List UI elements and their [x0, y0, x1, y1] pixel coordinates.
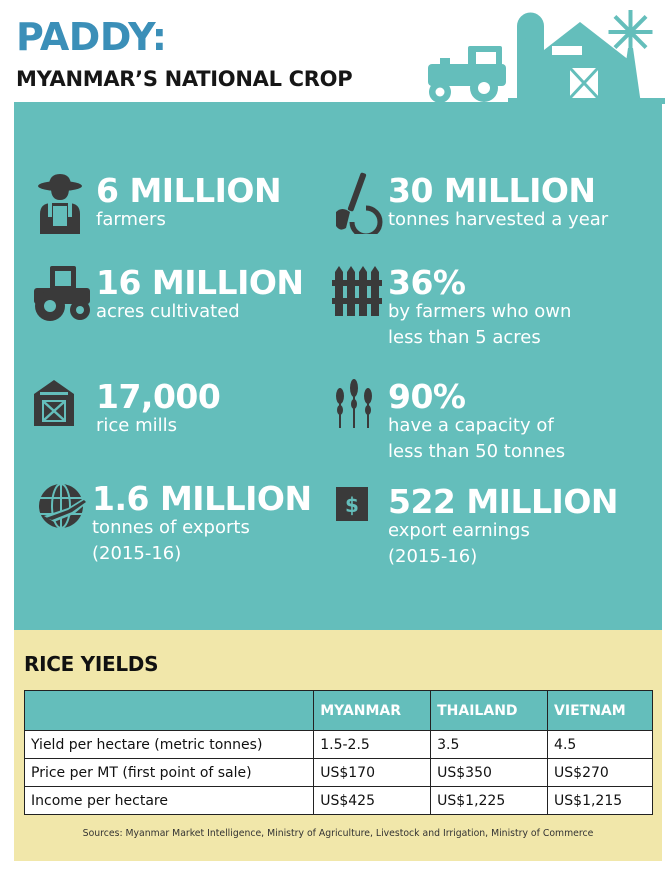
tractor-icon — [34, 266, 90, 321]
table-cell: Price per MT (first point of sale) — [23, 758, 315, 787]
table-row: Yield per hectare (metric tonnes) 1.5-2.… — [23, 730, 653, 759]
stat-label: acres cultivated — [96, 301, 240, 322]
table-cell: US$170 — [313, 758, 432, 787]
page-title: PADDY: — [16, 15, 167, 59]
table-cell: US$270 — [547, 758, 653, 787]
dollar-icon: $ — [336, 487, 368, 521]
column-header — [23, 690, 315, 731]
fence-icon — [332, 266, 382, 316]
stat-value: 16 MILLION — [96, 263, 304, 302]
table-cell: US$350 — [430, 758, 549, 787]
shovel-icon — [336, 172, 383, 234]
stat-value: 30 MILLION — [388, 171, 596, 210]
stat-label: farmers — [96, 209, 166, 230]
column-header: MYANMAR — [313, 690, 432, 731]
stat-value: 6 MILLION — [96, 171, 282, 210]
barn-icon — [34, 380, 74, 426]
stat-label: tonnes of exports — [92, 517, 250, 538]
column-header: THAILAND — [430, 690, 549, 731]
table-cell: Yield per hectare (metric tonnes) — [23, 730, 315, 759]
stat-value: 1.6 MILLION — [92, 479, 312, 518]
sources-note: Sources: Myanmar Market Intelligence, Mi… — [82, 828, 594, 839]
stat-label: tonnes harvested a year — [388, 209, 609, 230]
globe-icon — [39, 483, 88, 529]
rice-yields-section: RICE YIELDS MYANMAR THAILAND VIETNAM Yie… — [14, 630, 662, 861]
stat-label: rice mills — [96, 415, 178, 436]
stat-value: 36% — [388, 263, 466, 302]
table-cell: US$1,225 — [430, 786, 549, 815]
svg-text:$: $ — [345, 493, 359, 517]
page-subtitle: MYANMAR’S NATIONAL CROP — [16, 67, 353, 91]
stat-label: less than 5 acres — [388, 327, 541, 348]
stats-panel: 6 MILLION farmers 30 MILLION tonnes harv… — [14, 102, 662, 630]
table-cell: 4.5 — [547, 730, 653, 759]
stat-label: export earnings — [388, 520, 530, 541]
section-title: RICE YIELDS — [24, 652, 159, 676]
table-cell: US$425 — [313, 786, 432, 815]
stat-label: (2015-16) — [388, 546, 478, 567]
table-cell: US$1,215 — [547, 786, 653, 815]
table-row: Price per MT (first point of sale) US$17… — [23, 758, 653, 787]
stat-label: by farmers who own — [388, 301, 572, 322]
column-header: VIETNAM — [547, 690, 653, 731]
stat-value: 17,000 — [96, 377, 221, 416]
stat-label: have a capacity of — [388, 415, 554, 436]
rice-yields-table: MYANMAR THAILAND VIETNAM Yield per hecta… — [23, 690, 653, 815]
farmer-icon — [38, 174, 82, 234]
stat-value: 522 MILLION — [388, 482, 619, 521]
farm-illustration-icon — [428, 10, 665, 104]
table-cell: 3.5 — [430, 730, 549, 759]
table-header-row: MYANMAR THAILAND VIETNAM — [23, 690, 653, 731]
table-row: Income per hectare US$425 US$1,225 US$1,… — [23, 786, 653, 815]
stat-label: (2015-16) — [92, 543, 182, 564]
table-cell: 1.5-2.5 — [313, 730, 432, 759]
wheat-icon — [336, 379, 372, 428]
stat-value: 90% — [388, 377, 466, 416]
table-cell: Income per hectare — [23, 786, 315, 815]
stat-label: less than 50 tonnes — [388, 441, 566, 462]
